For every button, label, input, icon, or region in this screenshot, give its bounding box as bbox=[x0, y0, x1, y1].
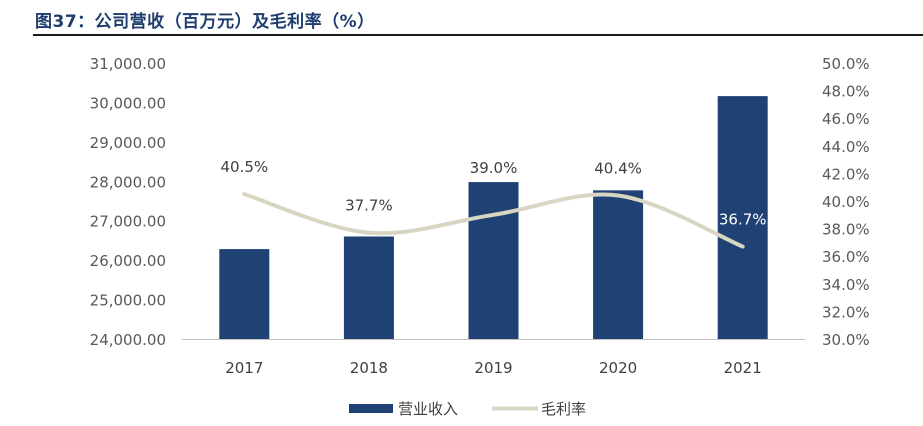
right-axis-tick-label: 32.0% bbox=[822, 303, 870, 321]
gross-margin-line bbox=[242, 192, 745, 249]
revenue-bar bbox=[717, 96, 768, 340]
right-axis-tick-label: 44.0% bbox=[822, 138, 870, 156]
revenue-bar bbox=[593, 190, 644, 339]
right-axis-tick-label: 42.0% bbox=[822, 165, 870, 183]
left-axis-tick-label: 27,000.00 bbox=[90, 213, 166, 231]
legend-label-revenue: 营业收入 bbox=[398, 400, 458, 418]
margin-data-label: 37.7% bbox=[345, 197, 393, 215]
legend-label-margin: 毛利率 bbox=[541, 400, 586, 418]
x-axis-tick-label: 2018 bbox=[350, 359, 388, 377]
margin-data-label: 40.4% bbox=[594, 159, 642, 177]
left-axis-tick-label: 29,000.00 bbox=[90, 134, 166, 152]
right-axis-tick-label: 34.0% bbox=[822, 276, 870, 294]
left-axis-tick-label: 24,000.00 bbox=[90, 331, 166, 349]
x-axis-tick-label: 2017 bbox=[225, 359, 263, 377]
title-divider bbox=[33, 34, 923, 36]
margin-data-label: 36.7% bbox=[719, 211, 767, 229]
revenue-bars bbox=[219, 96, 768, 340]
x-axis-tick-label: 2021 bbox=[724, 359, 762, 377]
right-axis-tick-label: 50.0% bbox=[822, 55, 870, 73]
revenue-bar bbox=[343, 236, 394, 339]
right-axis-ticks: 30.0% 32.0% 34.0% 36.0% 38.0% 40.0% 42.0% 44.0%… bbox=[822, 55, 870, 349]
left-axis-tick-label: 26,000.00 bbox=[90, 252, 166, 270]
legend: 营业收入 毛利率 bbox=[349, 400, 586, 418]
revenue-bar bbox=[468, 182, 519, 339]
margin-data-labels: 40.5% 37.7% 39.0% 40.4% 36.7% bbox=[220, 158, 766, 228]
figure-title: 图37：公司营收（百万元）及毛利率（%） bbox=[35, 12, 375, 32]
right-axis-tick-label: 30.0% bbox=[822, 331, 870, 349]
right-axis-tick-label: 48.0% bbox=[822, 83, 870, 101]
revenue-bar bbox=[219, 249, 270, 339]
left-axis-tick-label: 30,000.00 bbox=[90, 94, 166, 112]
right-axis-tick-label: 38.0% bbox=[822, 221, 870, 239]
right-axis-tick-label: 36.0% bbox=[822, 248, 870, 266]
margin-data-label: 39.0% bbox=[470, 159, 518, 177]
right-axis-tick-label: 40.0% bbox=[822, 193, 870, 211]
legend-swatch-revenue bbox=[349, 404, 393, 413]
margin-data-label: 40.5% bbox=[220, 158, 268, 176]
left-axis-tick-label: 28,000.00 bbox=[90, 173, 166, 191]
left-axis-tick-label: 25,000.00 bbox=[90, 292, 166, 310]
left-axis-ticks: 24,000.00 25,000.00 26,000.00 27,000.00 28,0… bbox=[90, 55, 166, 349]
x-axis-labels: 2017 2018 2019 2020 2021 bbox=[225, 359, 762, 377]
left-axis-tick-label: 31,000.00 bbox=[90, 55, 166, 73]
x-axis-tick-label: 2020 bbox=[599, 359, 637, 377]
x-axis-tick-label: 2019 bbox=[474, 359, 512, 377]
right-axis-tick-label: 46.0% bbox=[822, 110, 870, 128]
